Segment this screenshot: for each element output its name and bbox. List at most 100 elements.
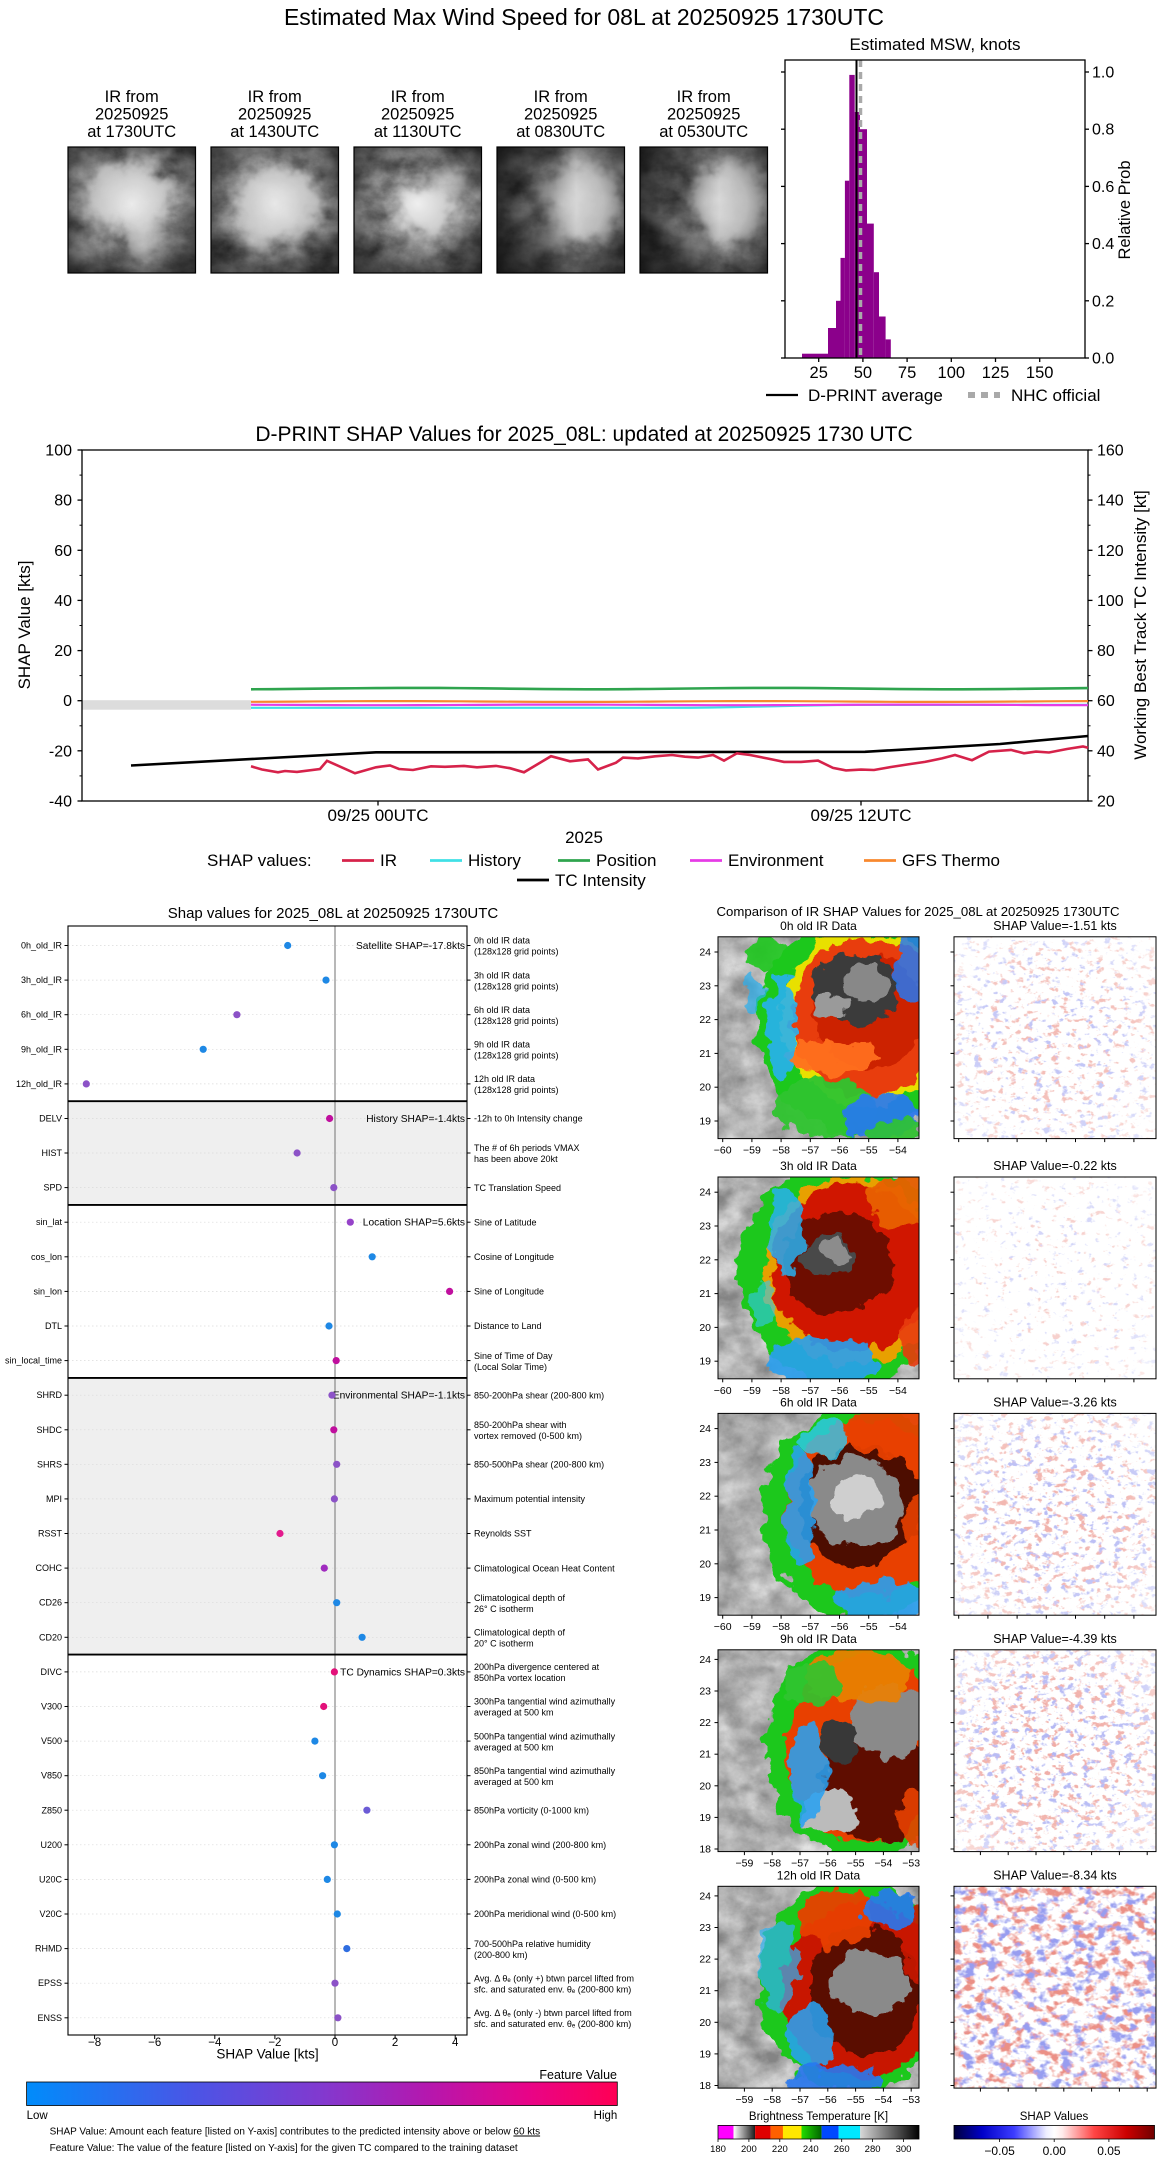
svg-text:History: History [468,851,521,870]
svg-text:20250925: 20250925 [381,106,454,124]
svg-text:GFS Thermo: GFS Thermo [902,851,1000,870]
svg-text:19: 19 [699,1592,711,1604]
svg-text:-40: -40 [49,793,72,810]
svg-text:−57: −57 [801,1621,819,1633]
svg-text:SHAP Value=-3.26 kts: SHAP Value=-3.26 kts [993,1395,1117,1409]
svg-text:200hPa zonal wind (200-800 km): 200hPa zonal wind (200-800 km) [474,1840,606,1850]
svg-text:−54: −54 [889,1385,907,1397]
svg-text:24: 24 [699,1187,711,1199]
svg-text:21: 21 [699,1048,711,1060]
svg-text:75: 75 [898,364,916,382]
svg-text:averaged at 500 km: averaged at 500 km [474,1742,554,1752]
svg-text:−56: −56 [831,1621,849,1633]
svg-text:−6: −6 [148,2037,161,2049]
svg-text:V850: V850 [41,1771,62,1781]
svg-text:(128x128 grid points): (128x128 grid points) [474,981,559,991]
svg-text:80: 80 [54,493,72,510]
svg-text:D-PRINT average: D-PRINT average [808,386,943,405]
svg-text:Estimated MSW, knots: Estimated MSW, knots [850,35,1021,54]
svg-text:CD26: CD26 [39,1598,62,1608]
svg-text:Position: Position [596,851,656,870]
svg-text:(200-800 km): (200-800 km) [474,1950,528,1960]
svg-text:IR from: IR from [105,88,159,106]
svg-text:at 0830UTC: at 0830UTC [516,123,605,141]
svg-text:-12h to 0h Intensity change: -12h to 0h Intensity change [474,1114,583,1124]
svg-text:RSST: RSST [38,1529,63,1539]
svg-text:4: 4 [452,2037,459,2049]
svg-text:D-PRINT SHAP Values for 2025_0: D-PRINT SHAP Values for 2025_08L: update… [255,423,912,446]
svg-text:SHAP Value [kts]: SHAP Value [kts] [15,561,34,690]
svg-text:Environment: Environment [728,851,824,870]
svg-text:0.0: 0.0 [1092,351,1114,368]
svg-text:40: 40 [54,593,72,610]
svg-text:Sine of Latitude: Sine of Latitude [474,1217,537,1227]
svg-text:−59: −59 [743,1621,761,1633]
svg-text:19: 19 [699,2048,711,2060]
svg-text:sfc. and saturated env. θₑ (20: sfc. and saturated env. θₑ (200-800 km) [474,2019,631,2029]
svg-text:IR from: IR from [248,88,302,106]
svg-text:23: 23 [699,1922,711,1934]
svg-text:200hPa meridional wind (0-500: 200hPa meridional wind (0-500 km) [474,1909,616,1919]
svg-text:Satellite SHAP=-17.8kts: Satellite SHAP=-17.8kts [356,941,465,952]
svg-text:18: 18 [699,2080,711,2092]
svg-text:−57: −57 [791,1858,809,1870]
svg-text:CD20: CD20 [39,1632,62,1642]
svg-text:60: 60 [54,543,72,560]
svg-text:100: 100 [45,443,72,460]
svg-text:0h old IR Data: 0h old IR Data [780,919,857,933]
svg-text:24: 24 [699,1890,711,1902]
svg-text:(Local Solar Time): (Local Solar Time) [474,1362,547,1372]
svg-text:850hPa tangential wind azimuth: 850hPa tangential wind azimuthally [474,1766,616,1776]
svg-text:sin_lat: sin_lat [36,1217,63,1227]
svg-text:DTL: DTL [45,1321,62,1331]
svg-text:19: 19 [699,1116,711,1128]
svg-text:−4: −4 [208,2037,222,2049]
svg-text:Location SHAP=5.6kts: Location SHAP=5.6kts [363,1218,465,1229]
svg-text:−53: −53 [902,1858,920,1870]
svg-text:24: 24 [699,1423,711,1435]
svg-text:Cosine of Longitude: Cosine of Longitude [474,1252,554,1262]
svg-text:3h old IR data: 3h old IR data [474,970,530,980]
svg-text:sfc. and saturated env. θₑ (20: sfc. and saturated env. θₑ (200-800 km) [474,1984,631,1994]
svg-text:COHC: COHC [36,1563,63,1573]
svg-text:Avg. Δ θₑ (only +) btwn parcel: Avg. Δ θₑ (only +) btwn parcel lifted fr… [474,1973,634,1983]
svg-text:averaged at 500 km: averaged at 500 km [474,1708,554,1718]
svg-text:Shap values for 2025_08L at 20: Shap values for 2025_08L at 20250925 173… [168,905,499,922]
svg-text:Low: Low [27,2110,49,2122]
svg-text:−58: −58 [763,1858,781,1870]
svg-text:50: 50 [854,364,872,382]
svg-text:20: 20 [699,2017,711,2029]
svg-text:(128x128 grid points): (128x128 grid points) [474,1085,559,1095]
svg-text:120: 120 [1097,543,1124,560]
svg-text:60: 60 [1097,693,1115,710]
svg-text:0: 0 [63,693,72,710]
svg-text:V500: V500 [41,1736,62,1746]
svg-text:200hPa zonal wind (0-500 km): 200hPa zonal wind (0-500 km) [474,1875,596,1885]
svg-text:−59: −59 [743,1385,761,1397]
svg-text:300hPa tangential wind azimuth: 300hPa tangential wind azimuthally [474,1697,616,1707]
svg-text:−0.05: −0.05 [984,2144,1015,2158]
svg-text:DIVC: DIVC [40,1667,62,1677]
svg-text:20: 20 [54,643,72,660]
svg-text:24: 24 [699,1654,711,1666]
svg-text:850hPa vortex location: 850hPa vortex location [474,1673,566,1683]
svg-text:300: 300 [896,2144,912,2155]
svg-text:20: 20 [699,1322,711,1334]
svg-text:TC Dynamics SHAP=0.3kts: TC Dynamics SHAP=0.3kts [340,1667,465,1678]
svg-text:Maximum potential intensity: Maximum potential intensity [474,1494,586,1504]
svg-text:21: 21 [699,1525,711,1537]
svg-text:2: 2 [392,2037,398,2049]
svg-text:100: 100 [938,364,966,382]
svg-text:RHMD: RHMD [35,1944,62,1954]
svg-text:22: 22 [699,1254,711,1266]
svg-text:Climatological depth of: Climatological depth of [474,1628,566,1638]
svg-text:22: 22 [699,1014,711,1026]
svg-text:Sine of Time of Day: Sine of Time of Day [474,1351,553,1361]
svg-text:Environmental SHAP=-1.1kts: Environmental SHAP=-1.1kts [333,1391,465,1402]
svg-text:Avg. Δ θₑ (only -) btwn parcel: Avg. Δ θₑ (only -) btwn parcel lifted fr… [474,2008,632,2018]
svg-text:80: 80 [1097,643,1115,660]
svg-text:at 1130UTC: at 1130UTC [374,123,462,141]
svg-text:sin_local_time: sin_local_time [5,1356,62,1366]
svg-text:12h old IR Data: 12h old IR Data [777,1868,861,1882]
svg-text:SHAP Value=-0.22 kts: SHAP Value=-0.22 kts [993,1159,1117,1173]
